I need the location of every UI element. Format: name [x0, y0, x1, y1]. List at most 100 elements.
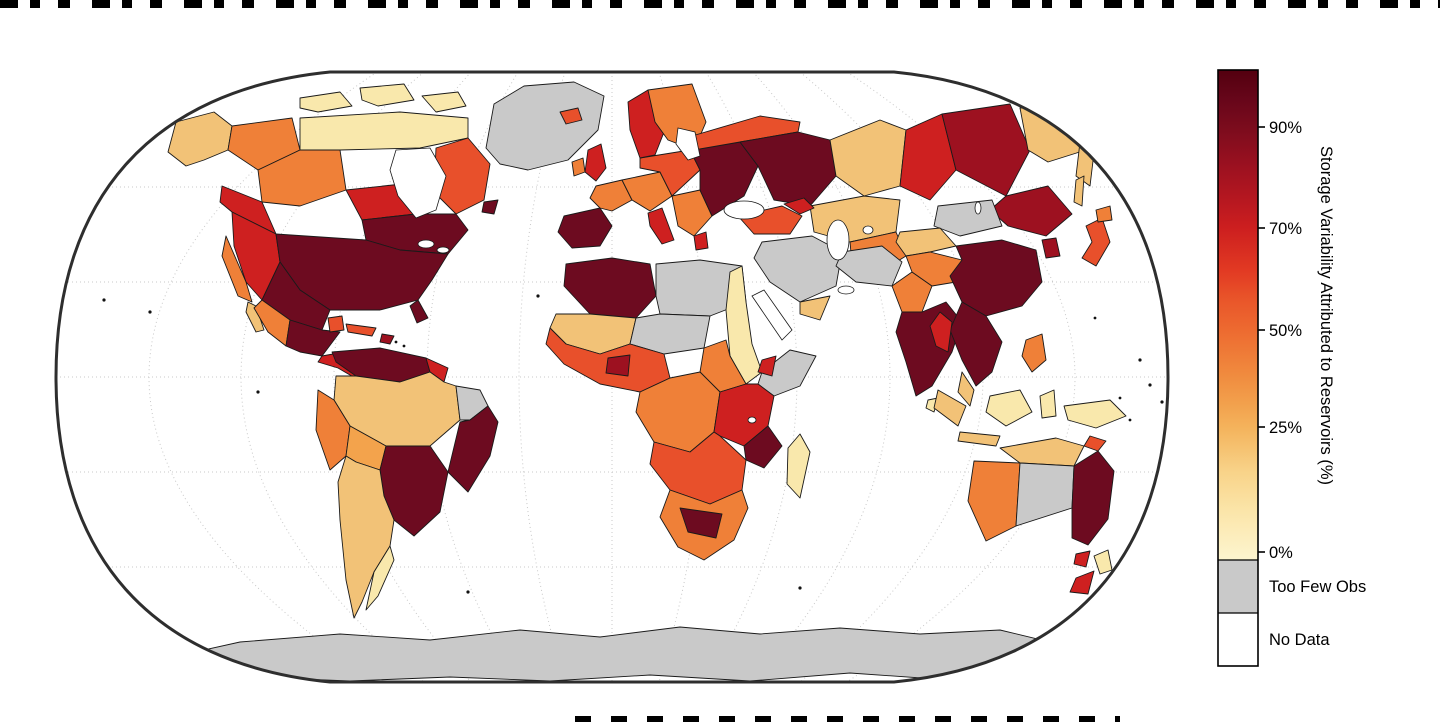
great-lake-superior: [417, 239, 435, 249]
colorbar-too-few-obs-swatch: [1218, 560, 1258, 613]
island-dot: [256, 390, 260, 394]
island-dot: [1093, 316, 1097, 320]
basin-newfoundland: [481, 199, 499, 215]
basin-japan: [1081, 217, 1111, 267]
island-dot: [1148, 383, 1152, 387]
basin-arctic-islands-1: [299, 91, 353, 113]
island-dot: [1138, 358, 1142, 362]
island-dot: [466, 590, 470, 594]
basin-yucatan: [327, 315, 345, 333]
basin-sulawesi: [1039, 389, 1057, 419]
tick-label-0: 0%: [1269, 544, 1293, 562]
basin-baja: [245, 301, 265, 333]
basin-murray-darling: [1071, 450, 1115, 546]
basin-iceland: [559, 107, 583, 125]
colorbar-tick-labels: 90% 70% 50% 25% 0% Too Few Obs No Data: [1269, 119, 1366, 649]
basin-tanzania: [743, 425, 783, 469]
basin-new-guinea: [1063, 399, 1127, 429]
island-dot: [102, 298, 106, 302]
basin-balkans: [671, 189, 713, 237]
basin-australia-north: [999, 437, 1085, 467]
island-dot: [1118, 396, 1122, 400]
basin-malay: [957, 371, 975, 407]
basin-korea: [1041, 237, 1061, 259]
basin-california: [221, 235, 253, 303]
basin-new-zealand-south: [1069, 570, 1095, 595]
basin-india: [895, 301, 963, 397]
basin-java: [957, 431, 1001, 447]
basin-ireland: [571, 157, 586, 177]
basin-yemen: [799, 295, 831, 321]
tick-label-90: 90%: [1269, 119, 1302, 137]
basin-zambezi: [649, 431, 747, 505]
small-islands-layer: [102, 294, 1164, 594]
basin-maghreb: [563, 257, 657, 319]
hudson-bay: [389, 147, 447, 219]
tick-label-70: 70%: [1269, 220, 1302, 238]
island-dot: [394, 340, 398, 344]
basin-florida: [409, 299, 429, 324]
basin-sakhalin: [1073, 175, 1085, 207]
basin-australia-interior: [1015, 462, 1075, 527]
baltic-sea: [675, 127, 701, 161]
basin-myanmar: [929, 311, 953, 353]
basin-orange-river: [679, 507, 723, 539]
basin-greece: [693, 231, 709, 251]
basin-tasmania: [1073, 550, 1091, 568]
world-choropleth-map: [54, 70, 1170, 684]
colorbar-tick-marks: [1258, 126, 1265, 553]
basin-ethiopia: [757, 355, 777, 377]
basin-lena: [941, 103, 1031, 197]
basin-hispaniola: [379, 333, 395, 345]
aral-sea: [862, 225, 874, 235]
basin-sumatra: [933, 389, 967, 427]
basin-mexico-west: [253, 299, 291, 347]
island-dot: [1128, 418, 1132, 422]
lake-baikal: [974, 201, 982, 215]
lake-victoria: [747, 416, 757, 424]
island-dot: [1160, 400, 1164, 404]
persian-gulf: [837, 285, 855, 295]
basin-new-zealand-north: [1093, 549, 1113, 575]
basin-iberia: [557, 207, 613, 249]
basin-ob: [829, 119, 907, 197]
top-edge-tick-marks: [0, 0, 1440, 8]
basin-arabia: [753, 235, 843, 303]
caspian-sea: [826, 219, 850, 261]
tick-label-50: 50%: [1269, 322, 1302, 340]
bottom-edge-tick-marks: [575, 716, 1120, 722]
basin-antarctica: [149, 626, 1069, 682]
basin-indus: [891, 271, 933, 313]
basin-yenisei: [899, 113, 957, 201]
basin-caucasus: [783, 197, 815, 215]
basin-hokkaido: [1095, 205, 1113, 223]
basin-mongolia: [933, 199, 1003, 237]
island-dot: [402, 344, 406, 348]
basin-arctic-islands-2: [359, 83, 415, 107]
map-frame: [54, 70, 1170, 684]
basin-cuba: [345, 323, 377, 337]
tick-label-25: 25%: [1269, 419, 1302, 437]
basin-volta: [605, 354, 631, 377]
colorbar: 90% 70% 50% 25% 0% Too Few Obs No Data S…: [1217, 69, 1366, 667]
basin-italy: [647, 207, 675, 245]
colorbar-border: [1217, 69, 1259, 667]
basin-philippines: [1021, 333, 1047, 373]
basins-layer: [149, 81, 1127, 682]
red-sea: [751, 289, 793, 341]
great-lake-ontario: [436, 246, 450, 254]
basin-patagonia: [365, 545, 395, 611]
basin-uk: [584, 143, 607, 182]
basin-borneo: [985, 389, 1033, 427]
black-sea: [723, 200, 765, 220]
basin-arctic-mainland: [299, 111, 469, 151]
colorbar-gradient-bar: [1218, 70, 1258, 560]
island-dot: [536, 294, 540, 298]
basin-volga: [739, 131, 837, 207]
basin-chukotka: [1071, 99, 1119, 123]
basin-china: [949, 239, 1043, 317]
basin-australia-northeast: [1083, 435, 1107, 452]
basin-east-brazil: [447, 405, 499, 493]
inland-water-layer: [389, 127, 982, 424]
colorbar-axis-title: Storage Variability Attributed to Reserv…: [1317, 146, 1335, 485]
